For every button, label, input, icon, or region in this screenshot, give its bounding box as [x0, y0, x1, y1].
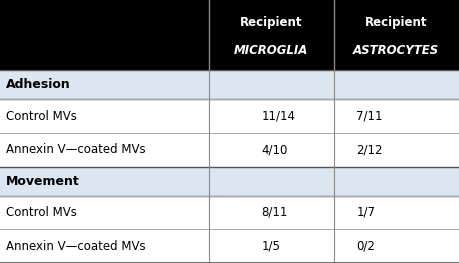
- Text: MICROGLIA: MICROGLIA: [234, 44, 308, 57]
- Bar: [0, 166, 459, 196]
- Text: Recipient: Recipient: [240, 16, 302, 29]
- Bar: [0, 229, 459, 263]
- Bar: [0, 99, 459, 133]
- Text: 4/10: 4/10: [261, 143, 288, 156]
- Text: 0/2: 0/2: [356, 240, 375, 253]
- Text: Recipient: Recipient: [365, 16, 428, 29]
- Text: Control MVs: Control MVs: [6, 109, 76, 123]
- Text: Annexin V—coated MVs: Annexin V—coated MVs: [6, 240, 145, 253]
- Text: 1/5: 1/5: [261, 240, 280, 253]
- Bar: [0, 70, 459, 99]
- Text: 8/11: 8/11: [261, 206, 288, 219]
- Text: Annexin V—coated MVs: Annexin V—coated MVs: [6, 143, 145, 156]
- Text: Adhesion: Adhesion: [6, 78, 70, 91]
- Bar: [0, 0, 459, 70]
- Text: 2/12: 2/12: [356, 143, 383, 156]
- Text: 11/14: 11/14: [261, 109, 295, 123]
- Text: 7/11: 7/11: [356, 109, 383, 123]
- Bar: [0, 133, 459, 166]
- Text: ASTROCYTES: ASTROCYTES: [353, 44, 439, 57]
- Text: 1/7: 1/7: [356, 206, 375, 219]
- Text: Movement: Movement: [6, 175, 79, 188]
- Bar: [0, 196, 459, 229]
- Text: Control MVs: Control MVs: [6, 206, 76, 219]
